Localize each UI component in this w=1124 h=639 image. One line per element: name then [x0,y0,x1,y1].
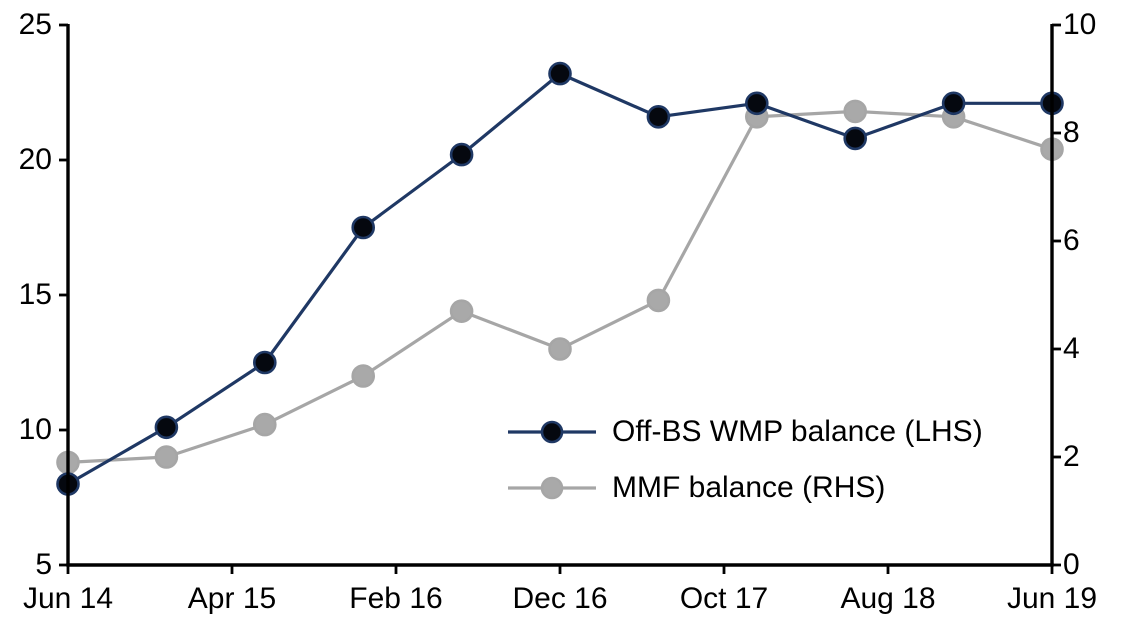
data-point-marker [252,412,277,437]
y-right-tick-label: 0 [1063,548,1080,581]
legend-label-mmf: MMF balance (RHS) [612,471,886,504]
data-point-marker [154,415,179,440]
y-left-tick-label: 15 [18,278,52,311]
data-point-marker [351,215,376,240]
x-tick-label: Jun 14 [22,582,114,615]
data-point-marker [941,91,966,116]
data-point-marker [843,99,868,124]
y-right-tick-label: 2 [1063,440,1080,473]
wmp-line-sample-icon [508,420,596,444]
y-right-tick-label: 6 [1063,224,1080,257]
data-point-marker [548,337,572,361]
data-point-marker [646,105,671,129]
mmf-line-sample-icon [508,476,596,500]
series-line [66,109,1054,464]
y-left-tick-label: 20 [18,143,52,176]
data-point-marker [449,142,474,167]
data-point-marker [646,288,671,313]
y-right-tick-label: 8 [1063,116,1080,149]
legend-label-wmp: Off-BS WMP balance (LHS) [612,415,983,448]
legend-item-mmf: MMF balance (RHS) [506,470,983,506]
data-point-marker [252,350,277,375]
y-right-tick-label: 10 [1063,8,1097,41]
y-left-tick-label: 25 [18,8,52,41]
x-tick-label: Oct 17 [679,582,769,615]
y-right-tick-label: 4 [1063,332,1080,365]
y-left-tick-label: 5 [35,548,52,581]
data-point-marker [449,299,474,324]
legend: Off-BS WMP balance (LHS) MMF balance (RH… [506,414,983,506]
data-point-marker [548,61,572,86]
tick-marks [59,23,1061,574]
x-tick-label: Aug 18 [840,582,936,615]
x-tick-label: Feb 16 [349,582,443,615]
x-tick-label: Jun 19 [1006,582,1098,615]
data-point-marker [154,445,179,469]
legend-item-wmp: Off-BS WMP balance (LHS) [506,414,983,450]
y-left-tick-label: 10 [18,413,52,446]
x-tick-label: Apr 15 [187,582,277,615]
data-point-marker [351,364,376,388]
data-point-marker [843,126,868,151]
x-tick-label: Dec 16 [512,582,608,615]
data-point-marker [744,91,769,116]
